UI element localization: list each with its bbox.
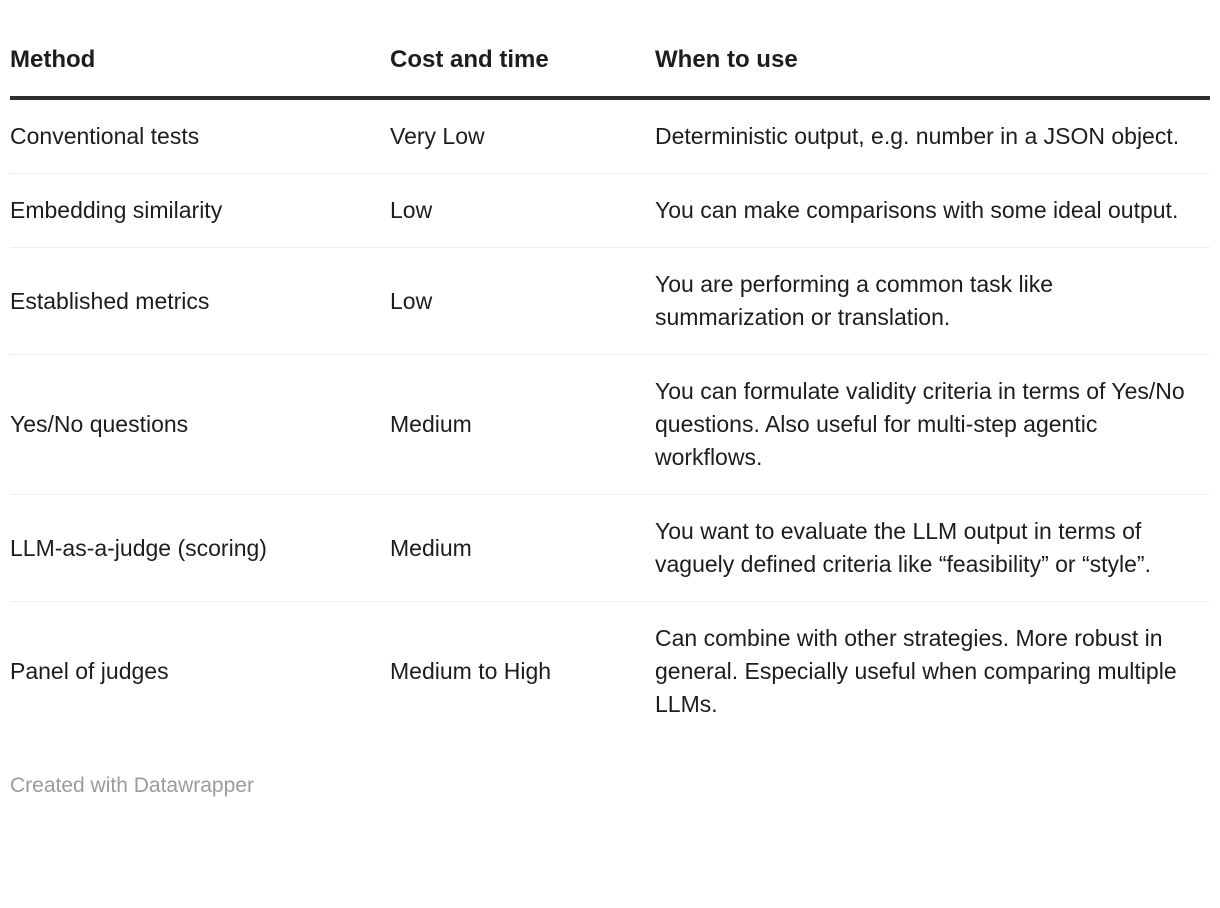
cell-method: Yes/No questions: [10, 354, 390, 495]
table-row: Embedding similarity Low You can make co…: [10, 173, 1210, 248]
evaluation-methods-table: Method Cost and time When to use Convent…: [10, 0, 1210, 741]
cell-when: Can combine with other strategies. More …: [655, 625, 1177, 717]
cell-method: LLM-as-a-judge (scoring): [10, 494, 390, 602]
cell-cost: Medium: [390, 354, 655, 495]
cell-cost: Medium: [390, 494, 655, 602]
cell-cost: Medium to High: [390, 658, 552, 684]
table-row: Established metrics Low You are performi…: [10, 247, 1210, 355]
cell-cost: Low: [390, 173, 655, 248]
cell-when: You can formulate validity criteria in t…: [655, 354, 1210, 495]
cell-when: Deterministic output, e.g. number in a J…: [655, 98, 1210, 174]
column-header-method: Method: [10, 0, 390, 100]
cell-when: You want to evaluate the LLM output in t…: [655, 494, 1210, 602]
table-row: Panel of judges Medium to High Can combi…: [10, 602, 1210, 742]
cell-when: You are performing a common task like su…: [655, 247, 1210, 355]
table-row: Yes/No questions Medium You can formulat…: [10, 354, 1210, 495]
table-row: LLM-as-a-judge (scoring) Medium You want…: [10, 494, 1210, 602]
cell-method: Panel of judges: [10, 658, 169, 684]
column-header-when: When to use: [655, 0, 1210, 100]
datawrapper-attribution: Created with Datawrapper: [10, 774, 254, 797]
table-row: Conventional tests Very Low Deterministi…: [10, 98, 1210, 174]
cell-method: Conventional tests: [10, 98, 390, 174]
cell-cost: Low: [390, 247, 655, 355]
cell-cost: Very Low: [390, 98, 655, 174]
column-header-cost: Cost and time: [390, 0, 655, 100]
header-row: Method Cost and time When to use: [10, 0, 1210, 100]
cell-method: Established metrics: [10, 247, 390, 355]
cell-method: Embedding similarity: [10, 173, 390, 248]
cell-when: You can make comparisons with some ideal…: [655, 173, 1210, 248]
